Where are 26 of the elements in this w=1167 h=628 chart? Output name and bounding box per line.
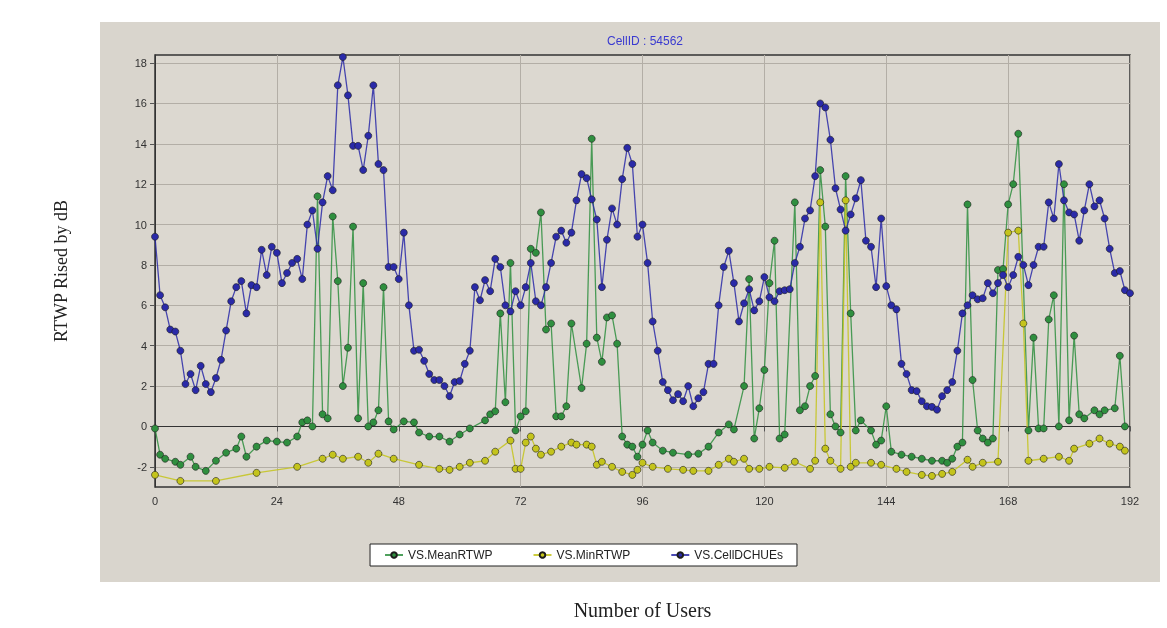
- legend-label: VS.CellDCHUEs: [694, 548, 783, 562]
- x-tick-label: 72: [514, 494, 527, 507]
- y-tick-label: -2: [137, 460, 147, 473]
- legend-label: VS.MinRTWP: [556, 548, 631, 562]
- y-tick-label: 16: [134, 97, 147, 110]
- x-tick-label: 24: [270, 494, 283, 507]
- x-tick-label: 96: [636, 494, 649, 507]
- y-tick-label: 6: [140, 299, 147, 312]
- y-tick-label: 8: [140, 258, 147, 271]
- y-tick-label: 2: [140, 380, 147, 393]
- chart-title: CellID : 54562: [606, 34, 684, 48]
- x-tick-label: 144: [877, 494, 896, 507]
- y-tick-label: 12: [134, 178, 147, 191]
- x-tick-label: 168: [998, 494, 1018, 507]
- y-tick-label: 18: [134, 57, 147, 70]
- y-tick-label: 14: [134, 137, 147, 150]
- x-tick-label: 192: [1120, 494, 1140, 507]
- y-tick-label: 0: [140, 420, 147, 433]
- x-axis-title: Number of Users: [573, 599, 712, 621]
- y-tick-label: 4: [140, 339, 147, 352]
- y-tick-label: 10: [134, 218, 147, 231]
- y-axis-title: RTWP Rised by dB: [51, 200, 71, 342]
- x-tick-label: 120: [755, 494, 774, 507]
- x-tick-label: 48: [392, 494, 405, 507]
- x-tick-label: 0: [151, 494, 159, 507]
- legend-label: VS.MeanRTWP: [408, 548, 493, 562]
